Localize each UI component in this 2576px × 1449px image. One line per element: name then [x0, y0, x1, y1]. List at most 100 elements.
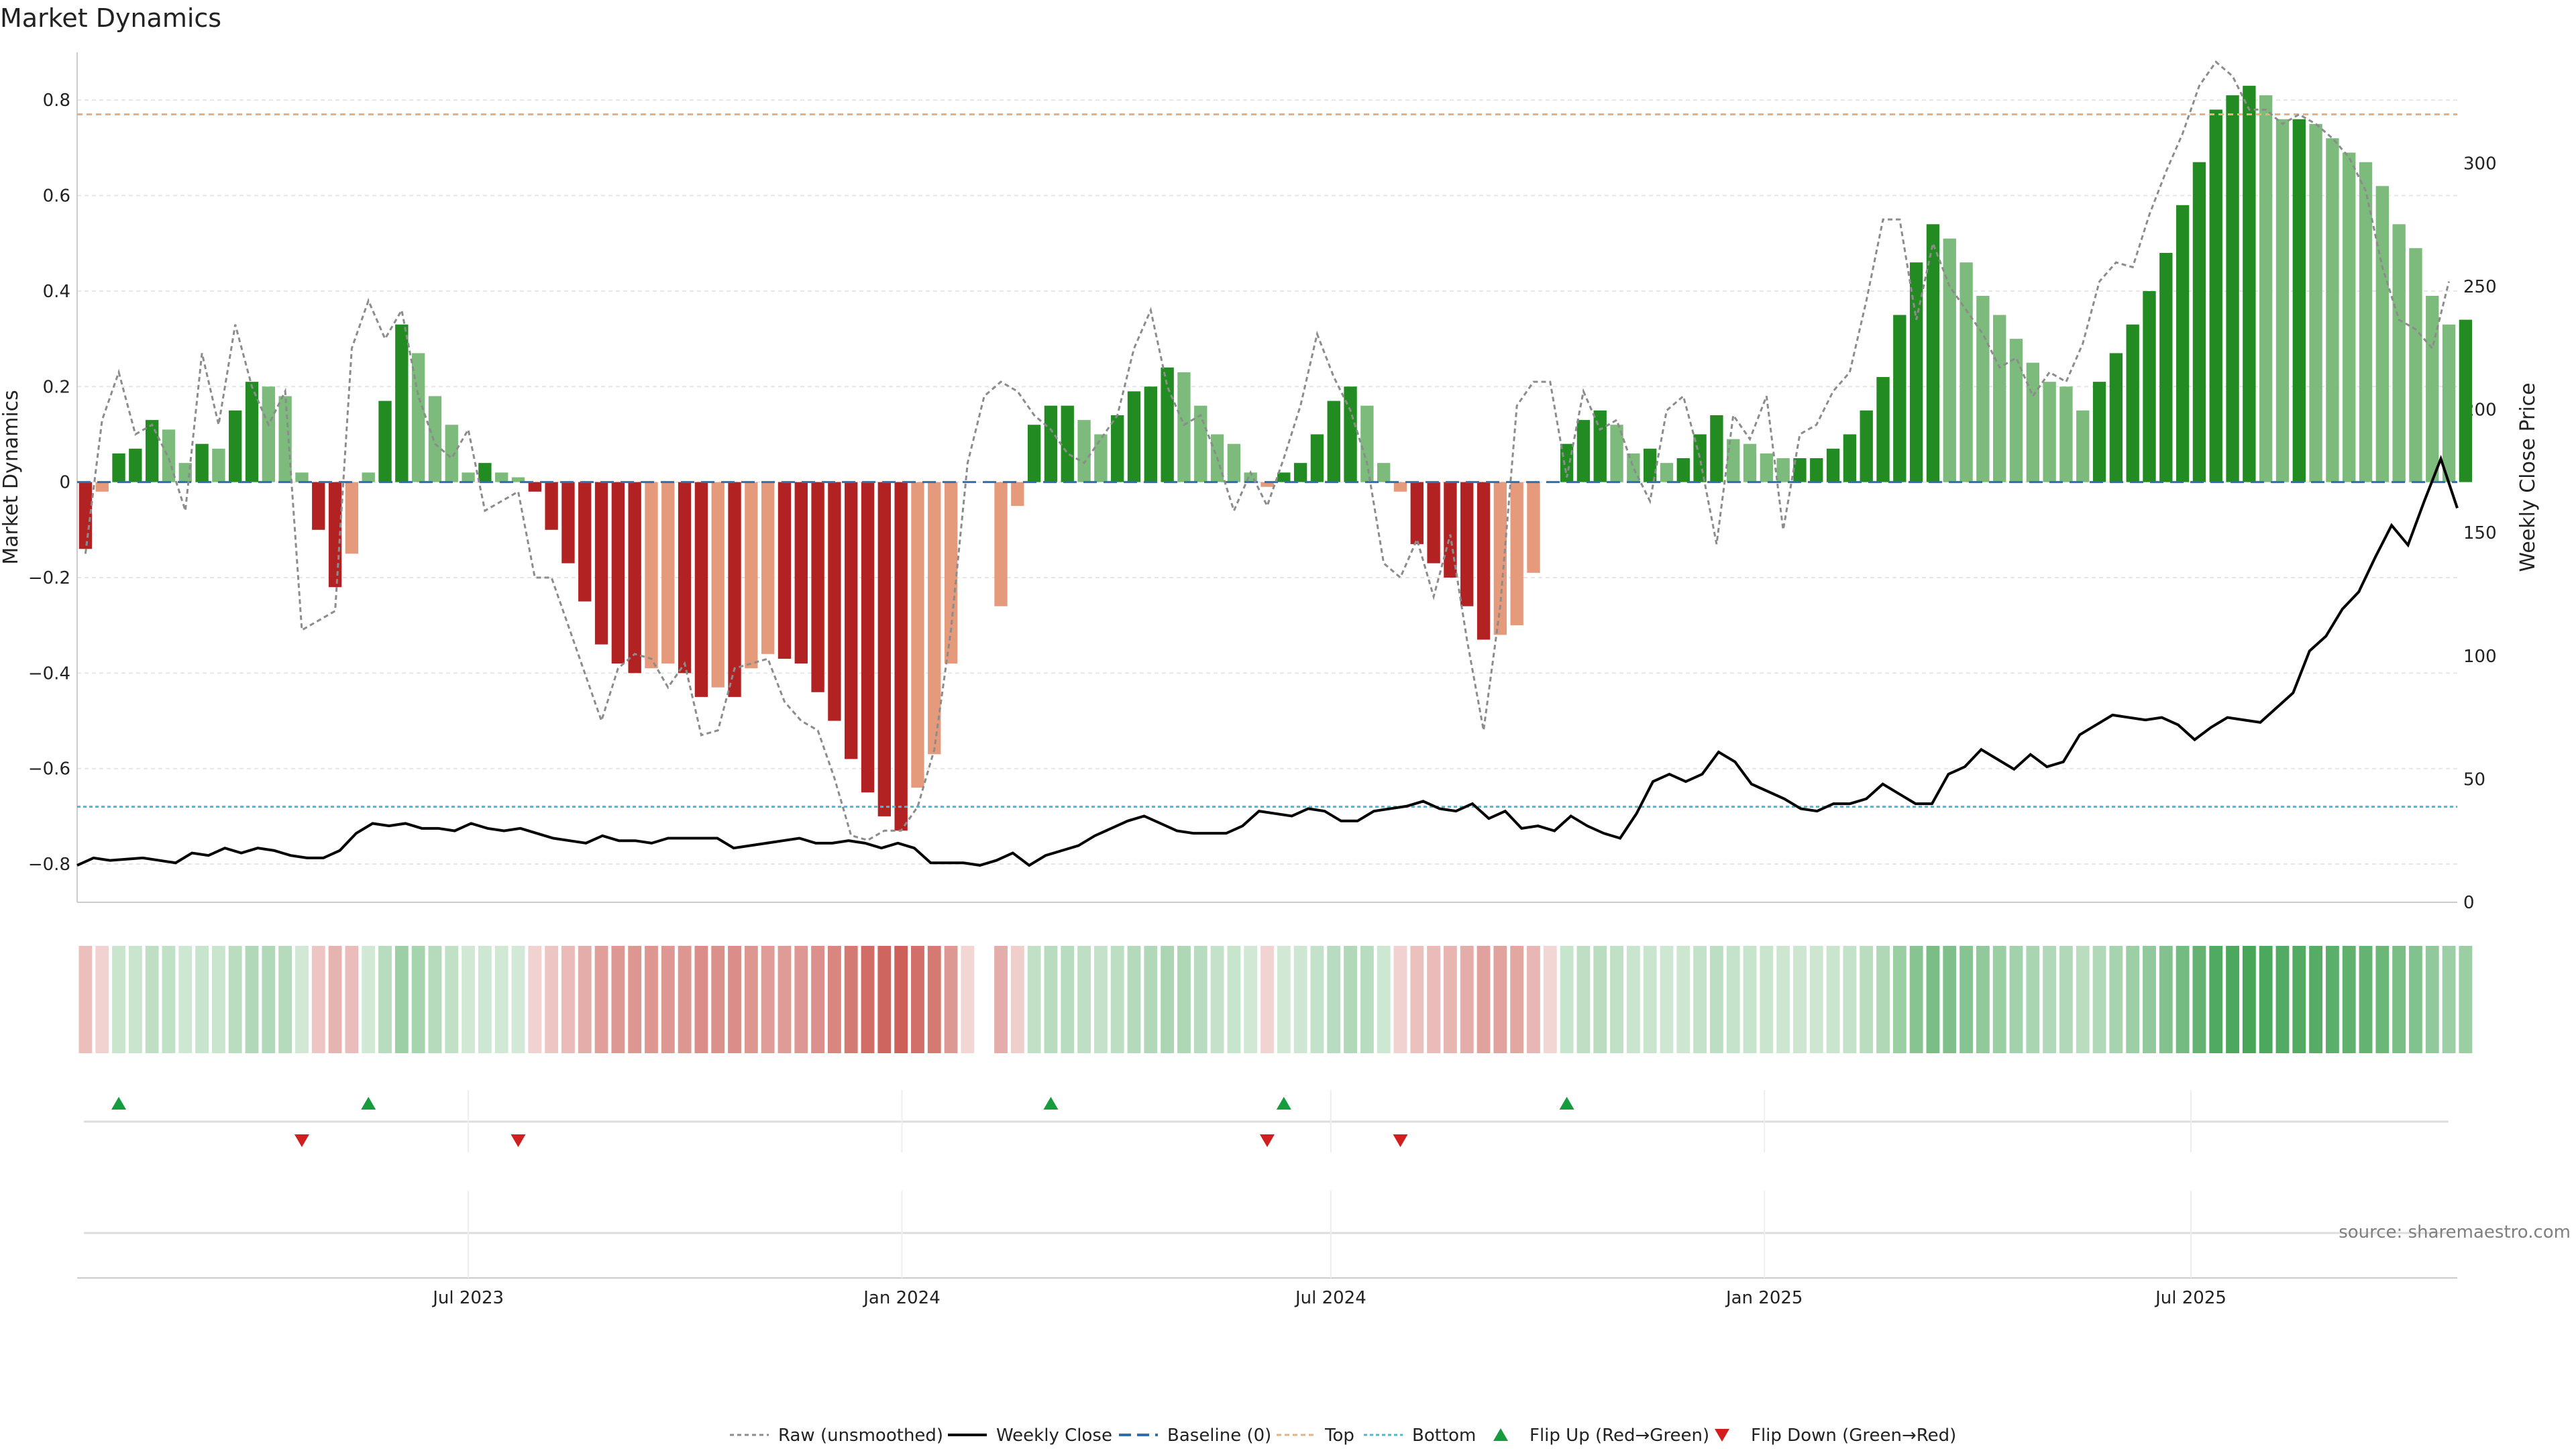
dynamics-bar: [262, 386, 276, 482]
dynamics-bar: [1727, 439, 1740, 482]
heat-cell: [228, 946, 242, 1053]
heat-cell: [1227, 946, 1241, 1053]
dynamics-bar: [2426, 296, 2439, 482]
dynamics-bar: [1094, 434, 1108, 482]
heat-cell: [1277, 946, 1291, 1053]
heat-cell: [2325, 946, 2339, 1053]
heat-cell: [1826, 946, 1840, 1053]
dynamics-bar: [229, 410, 242, 482]
heat-cell: [911, 946, 924, 1053]
dynamics-bar: [1410, 482, 1424, 545]
source-label: source: sharemaestro.com: [2339, 1222, 2571, 1242]
dynamics-bar: [2126, 324, 2139, 482]
heat-cell: [195, 946, 209, 1053]
dynamics-bar: [861, 482, 875, 793]
heat-cell: [2059, 946, 2073, 1053]
y-right-tick-label: 250: [2463, 277, 2497, 297]
heat-cell: [2026, 946, 2040, 1053]
dynamics-bar: [2159, 252, 2173, 482]
heat-cell: [1210, 946, 1224, 1053]
heat-cell: [594, 946, 608, 1053]
dynamics-bar: [1044, 405, 1058, 482]
heat-cell: [1393, 946, 1407, 1053]
dynamics-bar: [928, 482, 941, 755]
dynamics-bar: [628, 482, 641, 674]
dynamics-bar: [545, 482, 558, 530]
legend-label: Baseline (0): [1167, 1426, 1271, 1446]
heat-cell: [678, 946, 692, 1053]
dynamics-bar: [2392, 224, 2406, 482]
flip-up-marker: [361, 1097, 376, 1110]
dynamics-bar: [362, 472, 375, 482]
heat-cell: [1327, 946, 1341, 1053]
x-tick-label: Jul 2024: [1294, 1288, 1366, 1308]
heat-cell: [994, 946, 1008, 1053]
dynamics-bar: [2442, 324, 2456, 482]
dynamics-bar: [711, 482, 724, 688]
heat-cell: [1543, 946, 1557, 1053]
dynamics-bar: [1161, 367, 1174, 482]
dynamics-bar: [1793, 458, 1807, 482]
heat-cell: [1443, 946, 1457, 1053]
dynamics-bar: [1144, 386, 1157, 482]
heat-cell: [1693, 946, 1707, 1053]
dynamics-bar: [1444, 482, 1457, 578]
flip-markers-panel: [84, 1090, 2449, 1152]
heat-cell: [445, 946, 459, 1053]
dynamics-bar: [2226, 95, 2239, 482]
heat-cell: [1660, 946, 1674, 1053]
heat-cell: [2342, 946, 2356, 1053]
legend-label: Bottom: [1412, 1426, 1476, 1446]
dynamics-bar: [2176, 205, 2190, 482]
heat-cell: [794, 946, 808, 1053]
heat-cell: [162, 946, 176, 1053]
heat-cell: [211, 946, 225, 1053]
dynamics-bar: [511, 477, 525, 482]
dynamics-bar: [1344, 386, 1357, 482]
dynamics-bar: [828, 482, 841, 721]
heat-cell: [278, 946, 292, 1053]
dynamics-bar: [2109, 353, 2123, 482]
x-tick-label: Jan 2025: [1725, 1288, 1803, 1308]
heat-cell: [728, 946, 741, 1053]
heat-cell: [378, 946, 392, 1053]
heat-cell: [777, 946, 792, 1053]
dynamics-bar: [78, 482, 93, 549]
x-tick-label: Jul 2025: [2154, 1288, 2226, 1308]
dynamics-bar: [1427, 482, 1440, 564]
flip-down-marker: [294, 1134, 309, 1147]
dynamics-bar: [1593, 410, 1607, 482]
heat-cell: [961, 946, 975, 1053]
heat-cell: [1144, 946, 1158, 1053]
y-left-tick-label: −0.6: [28, 759, 70, 780]
heat-cell: [1776, 946, 1790, 1053]
heat-cell: [1027, 946, 1041, 1053]
heat-cell: [1260, 946, 1274, 1053]
dynamics-bar: [678, 482, 692, 674]
heat-cell: [2392, 946, 2406, 1053]
heat-cell: [1593, 946, 1607, 1053]
dynamics-bar: [295, 472, 309, 482]
dynamics-bar: [1327, 400, 1340, 482]
dynamics-bar: [1610, 425, 1623, 482]
heat-cell: [1743, 946, 1757, 1053]
heat-cell: [1992, 946, 2006, 1053]
dynamics-bar: [1993, 315, 2006, 482]
dynamics-bar: [944, 482, 958, 664]
legend-label: Flip Up (Red→Green): [1529, 1426, 1709, 1446]
flip-down-marker: [1393, 1134, 1408, 1147]
dynamics-bar: [1760, 453, 1774, 482]
heat-cell: [1161, 946, 1175, 1053]
heat-cell: [694, 946, 708, 1053]
heat-cell: [2442, 946, 2456, 1053]
dynamics-bar: [2059, 386, 2073, 482]
heat-cell: [112, 946, 125, 1053]
y-left-tick-label: −0.2: [28, 568, 70, 588]
heat-cell: [811, 946, 825, 1053]
heat-cell: [761, 946, 775, 1053]
heat-cell: [2159, 946, 2173, 1053]
heat-cell: [128, 946, 142, 1053]
heat-cell: [2043, 946, 2057, 1053]
heat-cell: [744, 946, 758, 1053]
heat-cell: [462, 946, 475, 1053]
